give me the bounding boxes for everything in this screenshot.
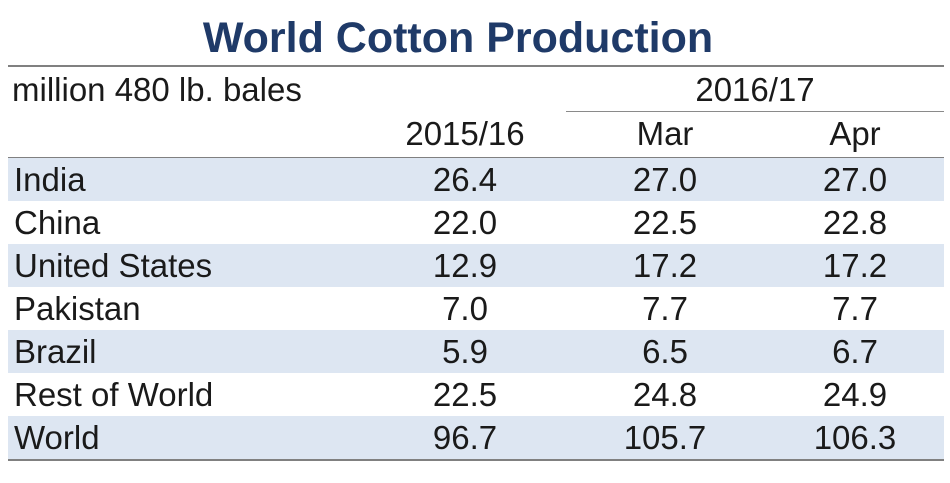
table-cell: 22.8: [822, 204, 888, 241]
table-cell: 17.2: [632, 247, 698, 284]
table-cell: 24.8: [632, 376, 698, 413]
table-row: India 26.4 27.0 27.0: [8, 158, 944, 201]
group-header-2016-17: 2016/17: [695, 71, 815, 108]
table-cell: 24.9: [822, 376, 888, 413]
table-row: World 96.7 105.7 106.3: [8, 416, 944, 459]
table-cell: 17.2: [822, 247, 888, 284]
table-cell: 12.9: [432, 247, 498, 284]
column-header-apr: Apr: [829, 115, 881, 152]
table-cell: 96.7: [432, 419, 498, 456]
table-row: United States 12.9 17.2 17.2: [8, 244, 944, 287]
column-header-2015-16: 2015/16: [405, 115, 525, 152]
table-cell: 22.5: [432, 376, 498, 413]
table-row: Rest of World 22.5 24.8 24.9: [8, 373, 944, 416]
table-cell: 26.4: [432, 161, 498, 198]
table-cell: 105.7: [623, 419, 707, 456]
table-cell: 7.0: [442, 290, 488, 327]
table-body: India 26.4 27.0 27.0 China 22.0 22.5 22.8 United…: [8, 158, 944, 459]
table-title: World Cotton Production: [202, 14, 714, 62]
table-cell: 5.9: [442, 333, 488, 370]
table-cell: 106.3: [813, 419, 897, 456]
column-header-mar: Mar: [636, 115, 694, 152]
table-cell: 6.5: [642, 333, 688, 370]
row-label: India: [14, 161, 86, 198]
row-label: Pakistan: [14, 290, 141, 327]
table-row: Brazil 5.9 6.5 6.7: [8, 330, 944, 373]
row-label: United States: [14, 247, 213, 284]
table-cell: 7.7: [832, 290, 878, 327]
table-cell: 27.0: [822, 161, 888, 198]
table-cell: 6.7: [832, 333, 878, 370]
row-label: World: [14, 419, 100, 456]
top-rule: [8, 65, 944, 67]
row-label: China: [14, 204, 101, 241]
table-row: Pakistan 7.0 7.7 7.7: [8, 287, 944, 330]
group-header-rule: [566, 111, 944, 112]
table-row: China 22.0 22.5 22.8: [8, 201, 944, 244]
table-cell: 22.0: [432, 204, 498, 241]
bottom-rule: [8, 459, 944, 461]
row-label: Rest of World: [14, 376, 214, 413]
table-cell: 7.7: [642, 290, 688, 327]
table-cell: 22.5: [632, 204, 698, 241]
row-label: Brazil: [14, 333, 97, 370]
unit-label: million 480 lb. bales: [12, 71, 302, 108]
table-cell: 27.0: [632, 161, 698, 198]
